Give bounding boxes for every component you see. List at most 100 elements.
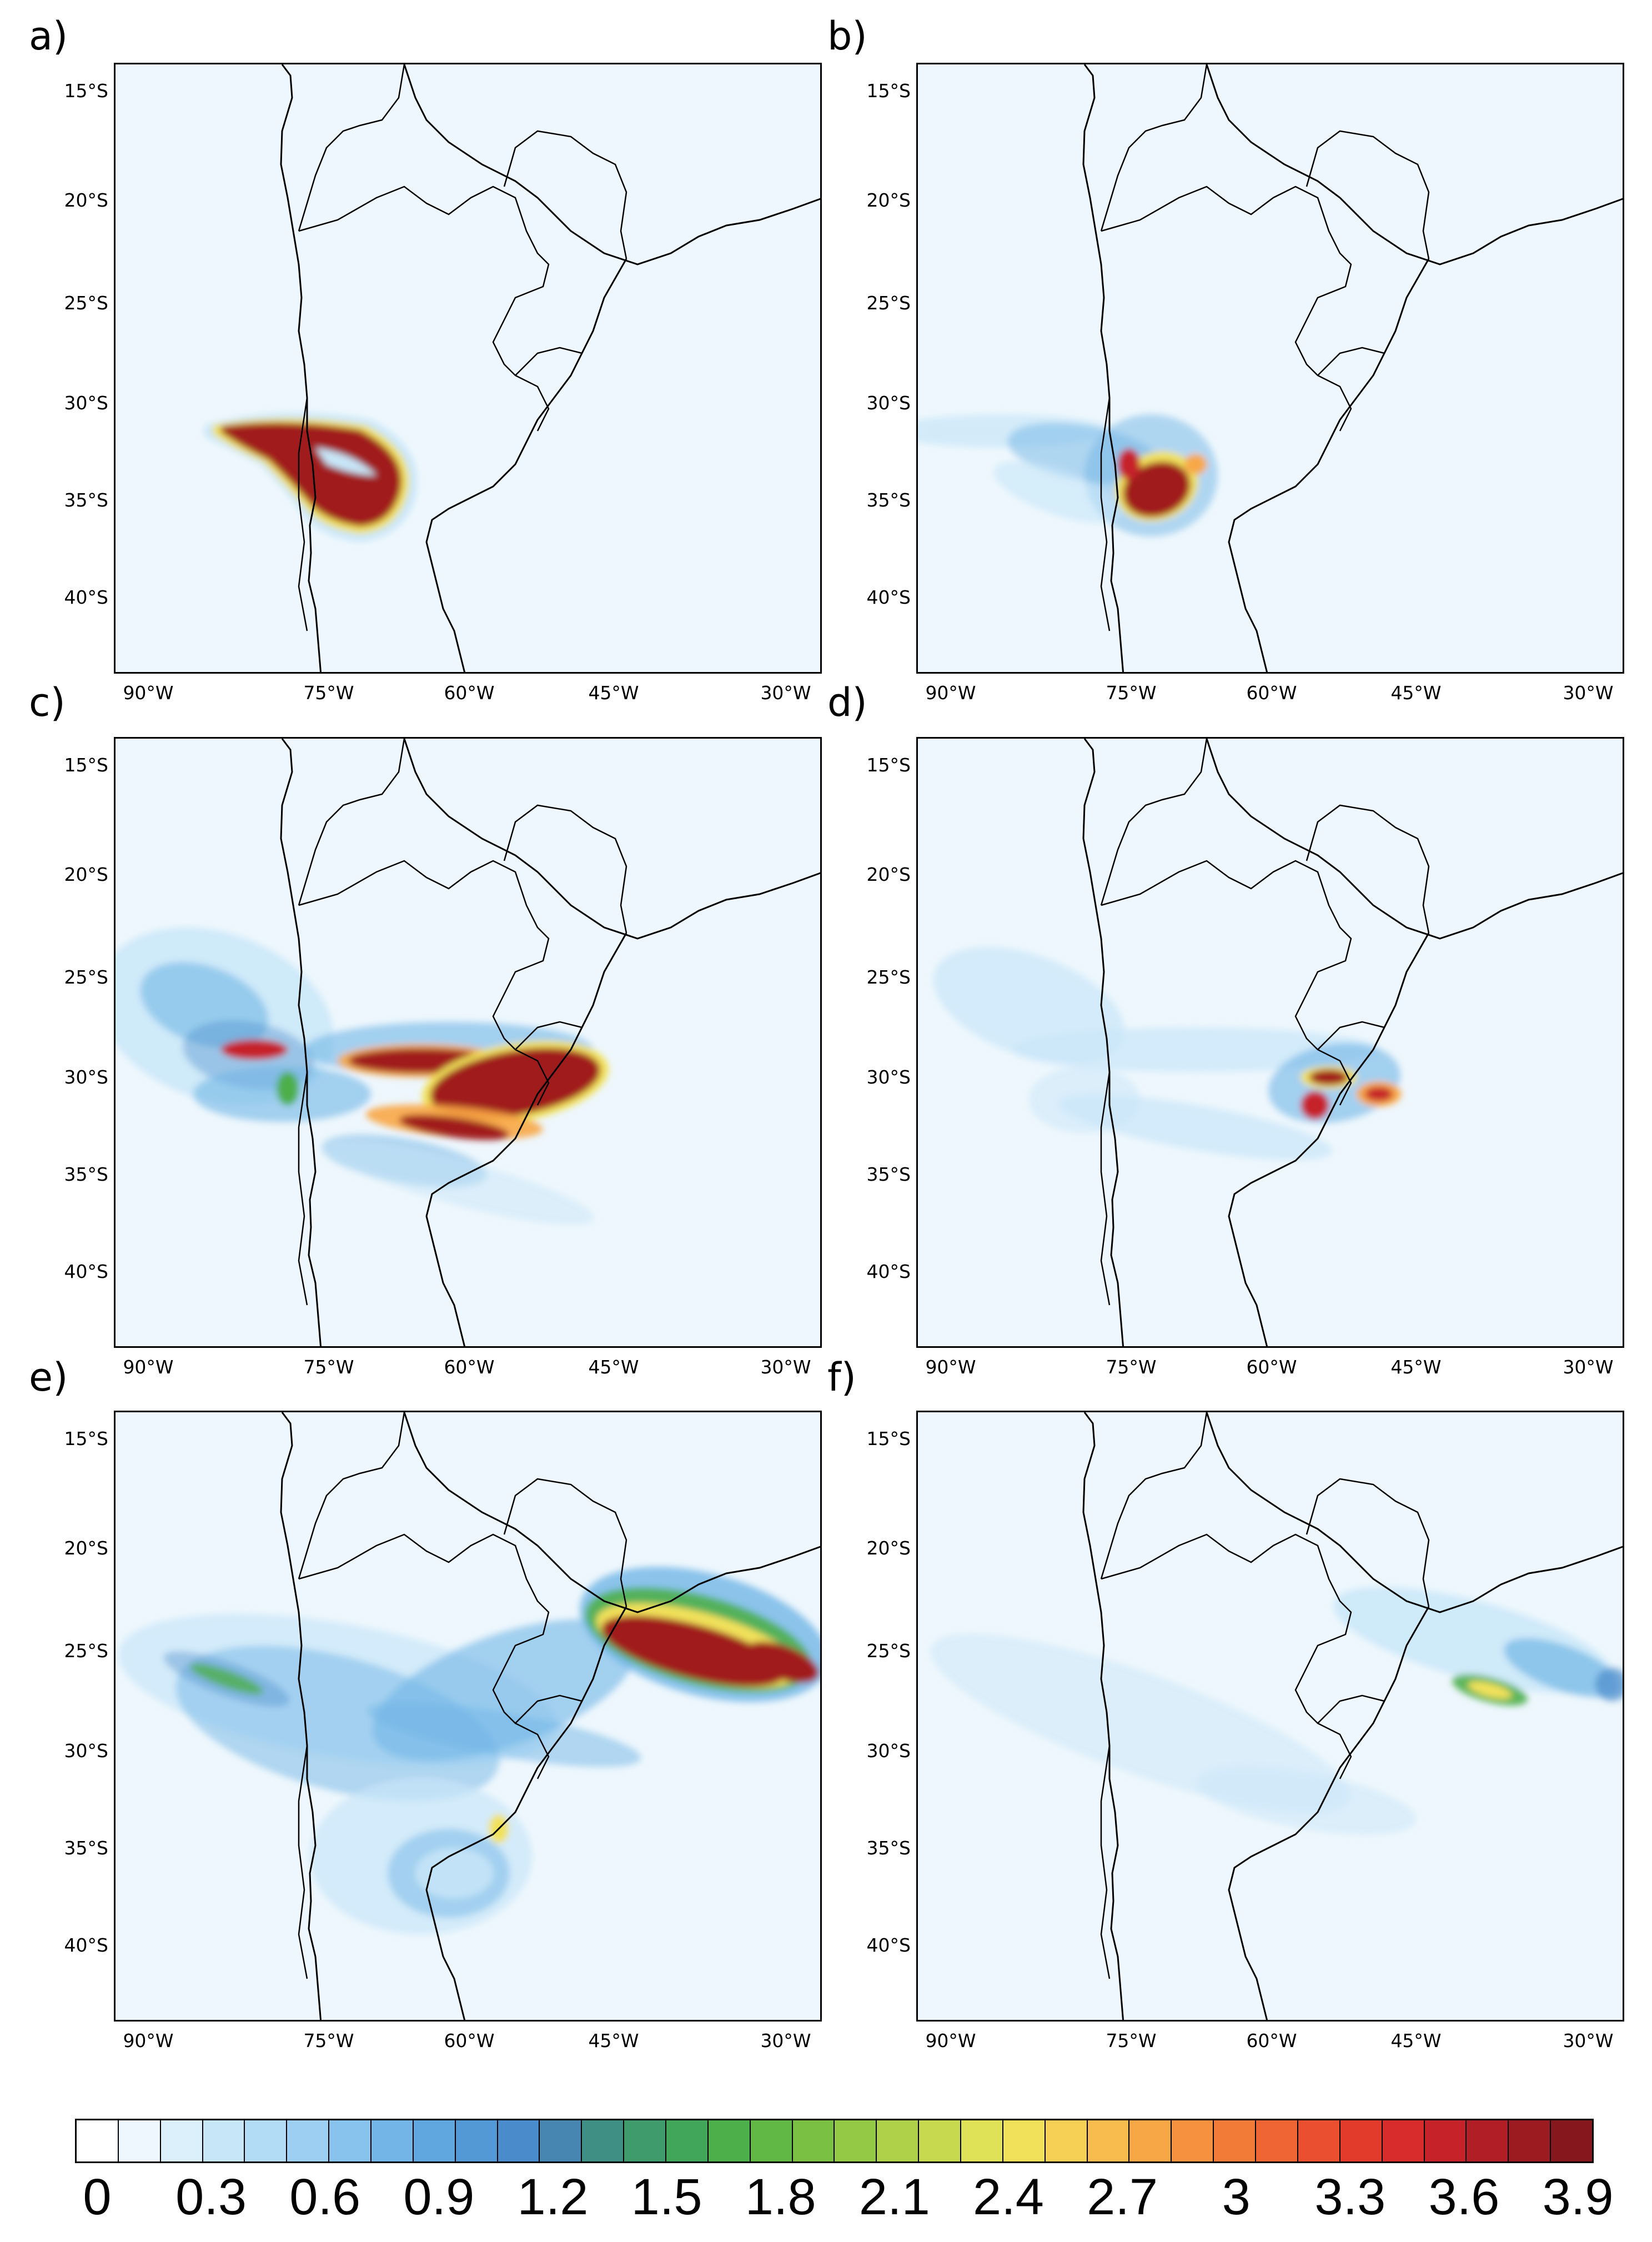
colorbar-swatch [118, 2120, 161, 2161]
y-tick-label: 30°S [64, 392, 108, 414]
colorbar-swatch [1172, 2120, 1214, 2161]
colorbar-swatch [371, 2120, 414, 2161]
concentration-field [930, 1412, 1623, 2020]
colorbar-swatch [666, 2120, 709, 2161]
x-tick-label: 30°W [760, 682, 811, 704]
colorbar-swatch [1424, 2120, 1467, 2161]
y-tick-label: 40°S [866, 1934, 911, 1956]
colorbar-swatch [1214, 2120, 1257, 2161]
colorbar-swatch [455, 2120, 498, 2161]
coastline [1082, 1412, 1623, 2020]
x-tick-label: 75°W [303, 2030, 354, 2052]
y-tick-label: 25°S [866, 966, 911, 988]
country-borders [298, 1412, 627, 1979]
y-tick-label: 20°S [64, 1537, 108, 1559]
panel-label: e) [29, 1355, 68, 1400]
colorbar-swatch [961, 2120, 1003, 2161]
colorbar-swatch [203, 2120, 245, 2161]
colorbar-swatch [750, 2120, 793, 2161]
y-tick-label: 40°S [64, 1934, 108, 1956]
x-tick-label: 60°W [1246, 1356, 1297, 1378]
y-tick-label: 25°S [866, 1640, 911, 1662]
y-tick-label: 20°S [866, 864, 911, 885]
country-borders [298, 64, 627, 631]
colorbar-swatch [160, 2120, 203, 2161]
colorbar-label: 3.9 [1542, 2169, 1614, 2225]
y-tick-label: 30°S [866, 1066, 911, 1088]
y-tick-label: 35°S [866, 489, 911, 511]
map-panel [916, 63, 1624, 674]
x-tick-label: 90°W [123, 2030, 174, 2052]
x-tick-label: 45°W [1390, 2030, 1442, 2052]
x-tick-label: 75°W [1106, 1356, 1157, 1378]
y-tick-label: 35°S [866, 1163, 911, 1185]
concentration-field [918, 64, 1623, 672]
colorbar-swatch [413, 2120, 456, 2161]
colorbar-swatch [1382, 2120, 1425, 2161]
colorbar-label: 3 [1222, 2169, 1251, 2225]
x-tick-label: 30°W [760, 2030, 811, 2052]
colorbar-label: 0.6 [289, 2169, 361, 2225]
colorbar-swatch [1045, 2120, 1088, 2161]
panel-label: d) [827, 680, 867, 725]
colorbar-swatch [540, 2120, 583, 2161]
panel-label: c) [29, 680, 66, 725]
y-tick-label: 15°S [866, 80, 911, 102]
colorbar-swatch [708, 2120, 751, 2161]
y-tick-label: 40°S [64, 1261, 108, 1282]
colorbar-swatch [1256, 2120, 1298, 2161]
y-tick-label: 40°S [866, 1261, 911, 1282]
country-borders [298, 739, 627, 1306]
coastline [280, 1412, 820, 2020]
colorbar-label: 0 [83, 2169, 112, 2225]
map-panel [114, 63, 822, 674]
colorbar-swatch [582, 2120, 625, 2161]
coastline [1082, 64, 1623, 672]
y-tick-label: 35°S [64, 1837, 108, 1859]
colorbar-swatch [1467, 2120, 1509, 2161]
x-tick-label: 45°W [588, 2030, 639, 2052]
concentration-field [116, 739, 820, 1346]
x-tick-label: 30°W [760, 1356, 811, 1378]
x-tick-label: 90°W [123, 682, 174, 704]
x-tick-label: 75°W [303, 682, 354, 704]
colorbar-swatch [1340, 2120, 1383, 2161]
coastline [280, 64, 820, 672]
colorbar-swatch [792, 2120, 835, 2161]
coastline [280, 739, 820, 1346]
x-tick-label: 30°W [1563, 1356, 1614, 1378]
map-panel [916, 1411, 1624, 2022]
y-tick-label: 20°S [866, 1537, 911, 1559]
y-tick-label: 20°S [866, 189, 911, 211]
colorbar-label: 0.9 [403, 2169, 475, 2225]
colorbar-swatch [329, 2120, 372, 2161]
y-tick-label: 25°S [64, 966, 108, 988]
x-tick-label: 45°W [588, 1356, 639, 1378]
y-tick-label: 35°S [64, 1163, 108, 1185]
colorbar-swatch [1298, 2120, 1340, 2161]
y-tick-label: 35°S [866, 1837, 911, 1859]
y-tick-label: 40°S [866, 586, 911, 608]
x-tick-label: 30°W [1563, 2030, 1614, 2052]
y-tick-label: 30°S [64, 1066, 108, 1088]
colorbar-label: 1.2 [517, 2169, 589, 2225]
colorbar-swatch [245, 2120, 288, 2161]
y-tick-label: 30°S [64, 1740, 108, 1762]
colorbar-swatch [919, 2120, 962, 2161]
colorbar-label: 3.6 [1428, 2169, 1500, 2225]
x-tick-label: 60°W [444, 682, 495, 704]
colorbar-swatch [287, 2120, 330, 2161]
colorbar-swatch [1551, 2120, 1592, 2161]
colorbar-label: 1.8 [745, 2169, 816, 2225]
x-tick-label: 60°W [1246, 682, 1297, 704]
colorbar-swatch [498, 2120, 540, 2161]
x-tick-label: 90°W [925, 2030, 976, 2052]
x-tick-label: 45°W [588, 682, 639, 704]
y-tick-label: 20°S [64, 864, 108, 885]
x-tick-label: 75°W [1106, 682, 1157, 704]
y-tick-label: 15°S [64, 754, 108, 776]
colorbar-swatch [1509, 2120, 1551, 2161]
x-tick-label: 60°W [444, 2030, 495, 2052]
panel-label: a) [29, 13, 68, 59]
colorbar-swatch [835, 2120, 877, 2161]
